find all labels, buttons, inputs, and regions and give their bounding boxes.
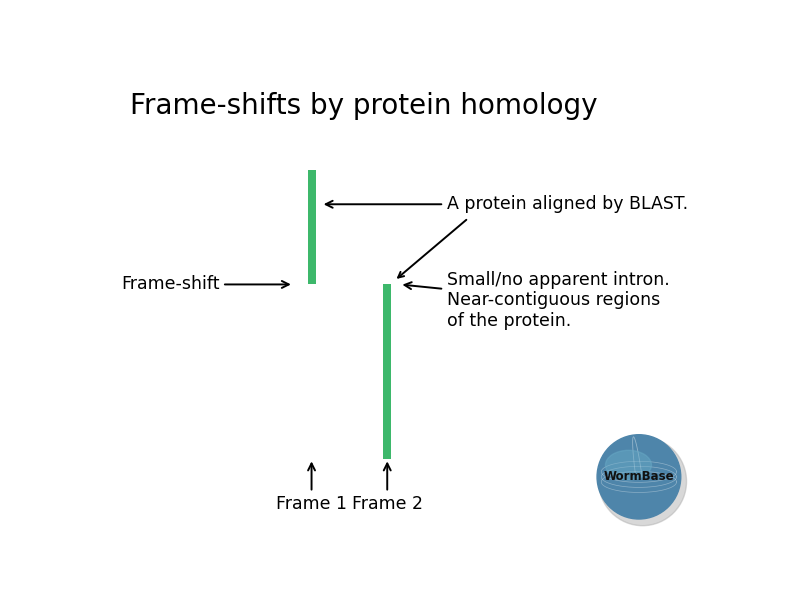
- Bar: [307, 170, 315, 284]
- Text: Frame 2: Frame 2: [352, 464, 422, 513]
- Ellipse shape: [599, 437, 687, 526]
- Ellipse shape: [606, 450, 651, 480]
- Ellipse shape: [597, 435, 680, 519]
- Text: A protein aligned by BLAST.: A protein aligned by BLAST.: [326, 195, 688, 213]
- Bar: [384, 284, 391, 459]
- Text: Frame-shift: Frame-shift: [121, 275, 289, 293]
- Text: Small/no apparent intron.
Near-contiguous regions
of the protein.: Small/no apparent intron. Near-contiguou…: [404, 271, 669, 330]
- Text: Frame 1: Frame 1: [276, 464, 347, 513]
- Text: WormBase: WormBase: [603, 471, 674, 483]
- Text: Frame-shifts by protein homology: Frame-shifts by protein homology: [130, 92, 598, 120]
